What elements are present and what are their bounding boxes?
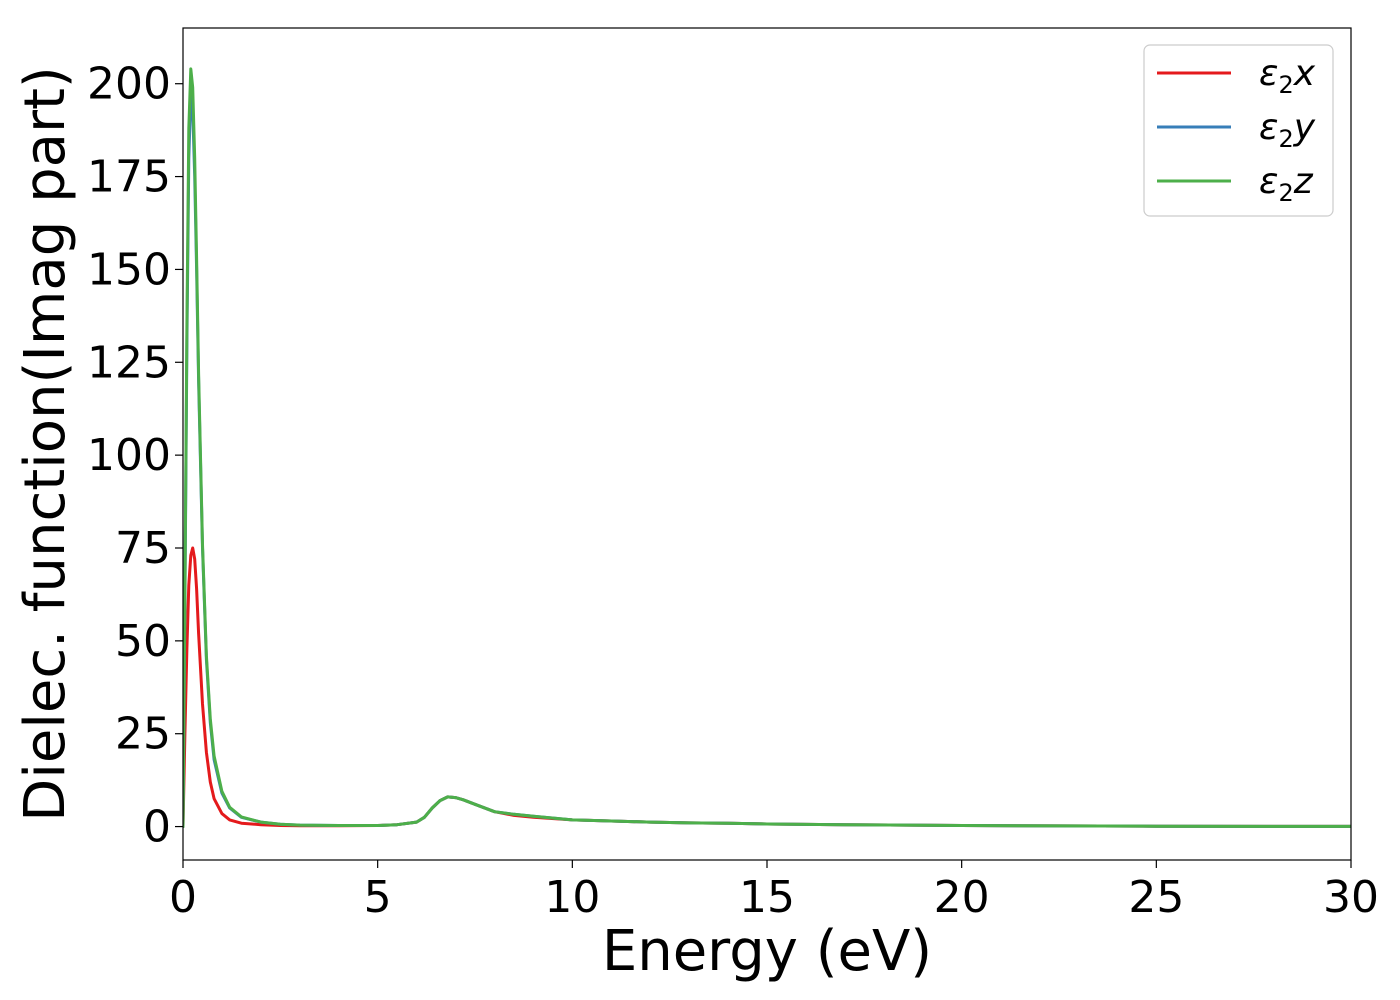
legend-box <box>1143 44 1334 217</box>
x-tick-label: 5 <box>364 872 392 923</box>
legend-label: ε2x <box>1259 53 1316 99</box>
x-tick-label: 15 <box>739 872 795 923</box>
legend-label: ε2z <box>1259 161 1314 207</box>
x-tick-label: 25 <box>1128 872 1184 923</box>
y-tick-label: 50 <box>115 616 171 667</box>
y-tick-label: 150 <box>87 244 171 295</box>
legend: ε2x ε2y ε2z <box>1143 44 1334 217</box>
axes-frame <box>182 27 1352 861</box>
y-tick-label: 0 <box>143 802 171 853</box>
y-tick-label: 75 <box>115 523 171 574</box>
y-tick-label: 100 <box>87 430 171 481</box>
y-tick-label: 200 <box>87 59 171 110</box>
x-tick-label: 10 <box>544 872 600 923</box>
y-axis-label: Dielec. function(Imag part) <box>13 66 78 822</box>
series-line-z <box>183 67 1351 829</box>
x-tick-label: 30 <box>1323 872 1379 923</box>
y-tick-label: 25 <box>115 709 171 760</box>
plot-area <box>183 67 1351 829</box>
legend-label: ε2y <box>1259 107 1316 153</box>
x-axis-label: Energy (eV) <box>602 919 932 984</box>
x-tick-label: 0 <box>169 872 197 923</box>
y-tick-label: 125 <box>87 337 171 388</box>
y-axis: 0 25 50 75 100 125 150 175 200 <box>87 59 183 853</box>
x-axis: 0 5 10 15 20 25 30 <box>169 860 1379 923</box>
y-tick-label: 175 <box>87 152 171 203</box>
x-tick-label: 20 <box>934 872 990 923</box>
